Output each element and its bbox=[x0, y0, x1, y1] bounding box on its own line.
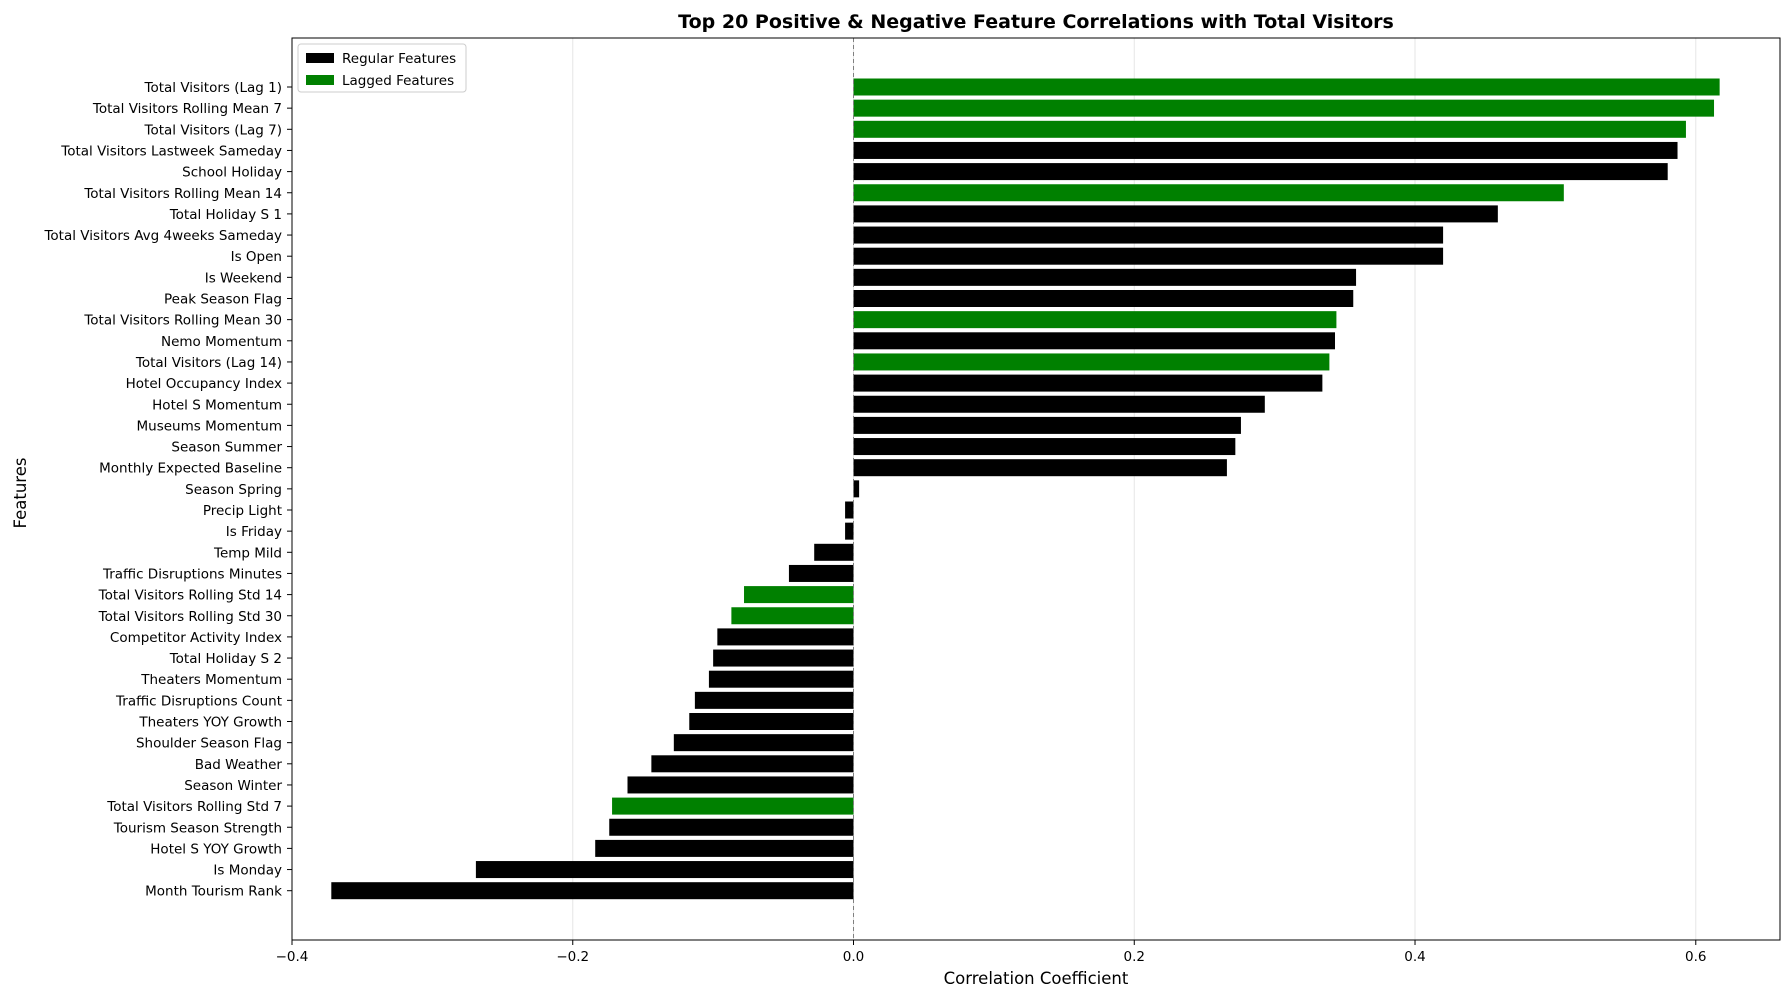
bar bbox=[853, 120, 1686, 138]
y-tick-label: Hotel S YOY Growth bbox=[150, 841, 282, 857]
y-tick-label: Peak Season Flag bbox=[164, 292, 282, 308]
y-tick-label: Precip Light bbox=[203, 503, 282, 519]
y-tick-label: Total Visitors Rolling Mean 7 bbox=[92, 101, 282, 117]
bar bbox=[475, 861, 854, 879]
y-tick-label: Season Winter bbox=[184, 778, 282, 794]
y-tick-label: Nemo Momentum bbox=[161, 334, 282, 350]
y-tick-label: Shoulder Season Flag bbox=[136, 736, 282, 752]
bar bbox=[689, 713, 854, 730]
bar bbox=[713, 649, 854, 667]
y-tick-label: Is Open bbox=[231, 249, 282, 265]
x-tick-label: 0.0 bbox=[843, 949, 864, 965]
y-tick-label: Traffic Disruptions Minutes bbox=[102, 566, 282, 582]
y-tick-label: Total Holiday S 1 bbox=[169, 207, 282, 223]
bar bbox=[853, 290, 1354, 307]
legend-swatch bbox=[306, 53, 334, 63]
y-tick-label: Tourism Season Strength bbox=[113, 820, 282, 836]
bar bbox=[853, 480, 860, 498]
bar bbox=[853, 311, 1337, 329]
legend-swatch bbox=[306, 75, 334, 85]
bar bbox=[853, 353, 1330, 371]
y-tick-label: Month Tourism Rank bbox=[145, 884, 282, 900]
bar bbox=[853, 395, 1265, 413]
bar bbox=[853, 416, 1241, 434]
bar bbox=[845, 501, 854, 519]
bar bbox=[853, 268, 1357, 286]
legend-label: Lagged Features bbox=[342, 73, 454, 89]
bar bbox=[853, 163, 1668, 181]
y-tick-label: Museums Momentum bbox=[137, 418, 283, 434]
y-tick-label: Season Spring bbox=[185, 482, 282, 498]
x-tick-label: 0.4 bbox=[1404, 949, 1425, 965]
y-tick-label: Total Visitors Rolling Std 30 bbox=[98, 609, 282, 625]
y-tick-label: Is Friday bbox=[226, 524, 282, 540]
bar bbox=[853, 226, 1444, 244]
bar bbox=[853, 332, 1336, 350]
y-tick-label: Total Holiday S 2 bbox=[169, 651, 282, 667]
bar bbox=[853, 438, 1236, 456]
bar bbox=[853, 459, 1227, 477]
y-tick-label: Total Visitors (Lag 14) bbox=[135, 355, 282, 371]
bar bbox=[744, 586, 854, 604]
bar bbox=[853, 78, 1720, 96]
y-tick-label: Total Visitors (Lag 7) bbox=[144, 122, 283, 138]
y-tick-label: Hotel Occupancy Index bbox=[126, 376, 282, 392]
bar-layer bbox=[331, 38, 1720, 940]
x-tick-label: 0.6 bbox=[1685, 949, 1706, 965]
bar bbox=[731, 607, 854, 625]
bar bbox=[595, 839, 854, 857]
chart-title: Top 20 Positive & Negative Feature Corre… bbox=[678, 11, 1394, 33]
x-tick-label: −0.4 bbox=[276, 949, 309, 965]
y-tick-label: Total Visitors Rolling Std 14 bbox=[98, 588, 282, 604]
y-tick-label: Total Visitors Avg 4weeks Sameday bbox=[43, 228, 282, 244]
bar bbox=[853, 247, 1444, 265]
bar bbox=[845, 522, 854, 540]
y-tick-label: Monthly Expected Baseline bbox=[99, 461, 282, 477]
y-tick-label: Theaters YOY Growth bbox=[138, 715, 282, 731]
y-tick-label: Total Visitors Rolling Std 7 bbox=[106, 799, 282, 815]
x-axis-title: Correlation Coefficient bbox=[944, 969, 1129, 988]
y-tick-label: Bad Weather bbox=[195, 757, 283, 773]
y-tick-label: Hotel S Momentum bbox=[152, 397, 282, 413]
bar bbox=[853, 205, 1498, 223]
y-tick-label: Total Visitors (Lag 1) bbox=[144, 80, 283, 96]
y-tick-label: Competitor Activity Index bbox=[110, 630, 282, 646]
bar bbox=[609, 818, 854, 836]
y-tick-label: Total Visitors Rolling Mean 14 bbox=[83, 186, 282, 202]
bar bbox=[708, 670, 854, 688]
bar bbox=[853, 141, 1678, 159]
bar bbox=[331, 882, 854, 900]
y-tick-label: Temp Mild bbox=[213, 545, 282, 561]
bar bbox=[853, 184, 1564, 202]
y-tick-label: Total Visitors Lastweek Sameday bbox=[60, 143, 282, 159]
bar bbox=[694, 691, 854, 709]
bar bbox=[814, 543, 854, 561]
y-tick-label: Is Weekend bbox=[205, 270, 282, 286]
y-tick-label: Is Monday bbox=[213, 863, 282, 879]
x-tick-label: 0.2 bbox=[1124, 949, 1145, 965]
y-tick-label: Traffic Disruptions Count bbox=[115, 693, 282, 709]
y-tick-label: Season Summer bbox=[171, 440, 282, 456]
legend-box bbox=[297, 43, 467, 93]
bar bbox=[788, 564, 854, 582]
bar bbox=[717, 628, 854, 646]
bar bbox=[673, 734, 854, 752]
y-tick-label: School Holiday bbox=[182, 165, 282, 181]
bar bbox=[612, 797, 854, 815]
bar bbox=[651, 755, 854, 773]
legend-label: Regular Features bbox=[342, 51, 456, 67]
y-axis-title: Features bbox=[11, 458, 30, 529]
x-tick-label: −0.2 bbox=[556, 949, 589, 965]
plot-frame bbox=[291, 37, 1781, 941]
legend: Regular Features Lagged Features bbox=[297, 43, 467, 93]
bar bbox=[853, 374, 1323, 392]
bar bbox=[627, 776, 854, 794]
axis-layer: Total Visitors (Lag 1) Total Visitors Rol… bbox=[43, 37, 1781, 965]
y-tick-label: Theaters Momentum bbox=[140, 672, 282, 688]
y-tick-label: Total Visitors Rolling Mean 30 bbox=[83, 313, 282, 329]
bar bbox=[853, 99, 1715, 117]
